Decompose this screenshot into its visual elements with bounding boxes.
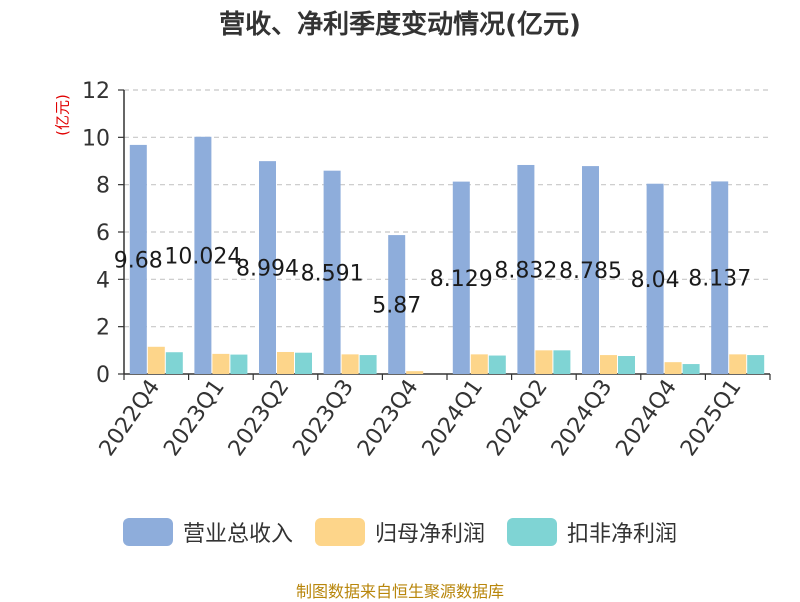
bar-2 bbox=[553, 350, 571, 374]
legend-label-net-profit: 归母净利润 bbox=[374, 522, 485, 547]
y-tick-label: 0 bbox=[96, 363, 110, 388]
y-tick-label: 10 bbox=[82, 126, 110, 151]
data-label: 5.87 bbox=[372, 294, 421, 319]
data-label: 8.832 bbox=[494, 258, 557, 283]
data-label: 8.785 bbox=[559, 259, 622, 284]
bar-0 bbox=[646, 183, 664, 374]
x-category-label: 2023Q3 bbox=[288, 375, 359, 461]
bar-1 bbox=[212, 353, 230, 374]
bar-2 bbox=[747, 355, 765, 374]
legend-swatch-revenue bbox=[122, 518, 173, 546]
bar-0 bbox=[517, 164, 535, 374]
bar-2 bbox=[488, 355, 506, 374]
data-label: 8.137 bbox=[688, 267, 751, 292]
legend-swatch-net-profit bbox=[314, 518, 365, 546]
x-category-label: 2024Q1 bbox=[418, 375, 489, 461]
bar-2 bbox=[165, 352, 183, 374]
bar-2 bbox=[359, 355, 377, 374]
bar-1 bbox=[470, 354, 488, 374]
bar-2 bbox=[618, 356, 635, 374]
x-category-label: 2025Q1 bbox=[676, 375, 747, 461]
data-label: 8.129 bbox=[430, 267, 493, 292]
data-label: 8.04 bbox=[631, 268, 680, 293]
bar-0 bbox=[582, 166, 599, 374]
data-label: 10.024 bbox=[164, 244, 241, 269]
bar-2 bbox=[230, 354, 248, 374]
chart-legend: 营业总收入 归母净利润 扣非净利润 bbox=[0, 516, 800, 548]
data-label: 8.591 bbox=[301, 261, 364, 286]
x-category-label: 2024Q2 bbox=[482, 375, 553, 461]
x-category-label: 2023Q4 bbox=[353, 375, 424, 461]
y-tick-label: 4 bbox=[96, 268, 110, 293]
bar-0 bbox=[259, 161, 276, 374]
y-tick-label: 8 bbox=[96, 174, 110, 199]
bar-0 bbox=[388, 235, 406, 374]
legend-label-revenue: 营业总收入 bbox=[182, 522, 293, 547]
bar-1 bbox=[535, 350, 553, 374]
legend-item-deducted-net-profit[interactable]: 扣非净利润 bbox=[507, 516, 677, 548]
legend-item-revenue[interactable]: 营业总收入 bbox=[122, 516, 293, 548]
data-label: 9.68 bbox=[114, 248, 163, 273]
bar-0 bbox=[323, 170, 341, 374]
bar-1 bbox=[600, 355, 617, 374]
legend-item-net-profit[interactable]: 归母净利润 bbox=[314, 516, 485, 548]
bar-2 bbox=[682, 364, 700, 374]
data-source-note: 制图数据来自恒生聚源数据库 bbox=[295, 582, 504, 601]
bar-1 bbox=[341, 354, 359, 374]
x-category-label: 2023Q1 bbox=[159, 375, 230, 461]
bar-1 bbox=[729, 354, 747, 374]
chart-title: 营收、净利季度变动情况(亿元) bbox=[219, 10, 581, 40]
bar-0 bbox=[711, 181, 729, 374]
bar-1 bbox=[406, 371, 424, 374]
y-tick-label: 2 bbox=[96, 316, 110, 341]
legend-swatch-deducted-net-profit bbox=[507, 518, 557, 546]
y-tick-label: 12 bbox=[82, 79, 110, 104]
bar-1 bbox=[277, 351, 294, 374]
bar-2 bbox=[295, 352, 312, 374]
x-category-label: 2023Q2 bbox=[224, 375, 295, 461]
bar-1 bbox=[664, 362, 682, 374]
bar-0 bbox=[194, 136, 212, 374]
bar-1 bbox=[147, 346, 165, 374]
x-category-label: 2024Q4 bbox=[611, 375, 682, 461]
data-label: 8.994 bbox=[236, 257, 299, 282]
legend-label-deducted-net-profit: 扣非净利润 bbox=[567, 522, 678, 547]
y-tick-label: 6 bbox=[96, 221, 110, 246]
bar-0 bbox=[452, 181, 470, 374]
x-category-label: 2024Q3 bbox=[547, 375, 618, 461]
bar-0 bbox=[129, 144, 147, 374]
